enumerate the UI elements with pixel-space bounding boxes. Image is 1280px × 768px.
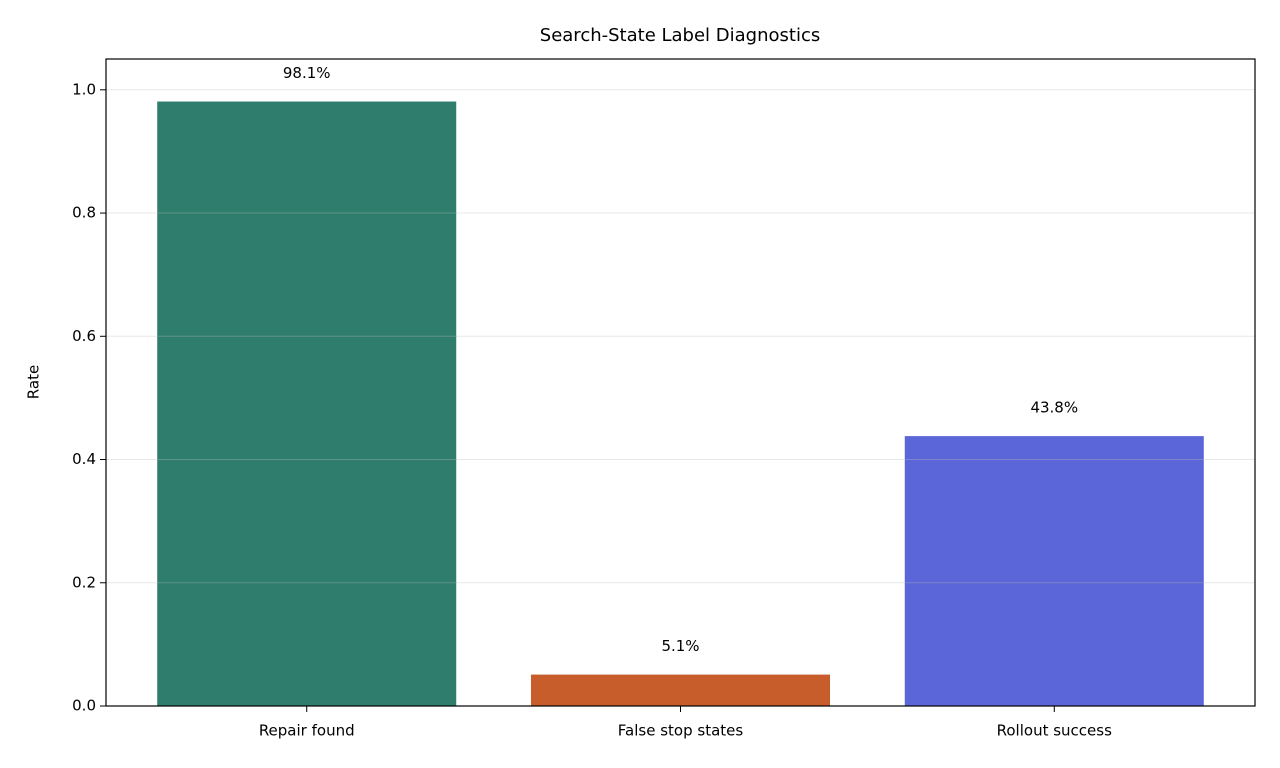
y-tick-label: 1.0 xyxy=(72,80,96,98)
bar xyxy=(904,436,1204,706)
y-tick-label: 0.0 xyxy=(72,697,96,715)
bar xyxy=(157,101,457,706)
value-label: 43.8% xyxy=(1030,399,1078,417)
bar xyxy=(530,674,831,706)
y-tick-label: 0.8 xyxy=(72,204,96,222)
x-tick-label: False stop states xyxy=(618,722,744,740)
x-tick-label: Rollout success xyxy=(997,722,1112,740)
value-label: 5.1% xyxy=(661,637,699,655)
y-tick-label: 0.4 xyxy=(72,450,96,468)
plot-frame xyxy=(105,58,1256,707)
x-tick-label: Repair found xyxy=(259,722,355,740)
y-axis-label: Rate xyxy=(25,365,43,399)
y-tick-label: 0.6 xyxy=(72,327,96,345)
value-label: 98.1% xyxy=(283,64,331,82)
chart-title: Search-State Label Diagnostics xyxy=(540,25,820,46)
y-tick-label: 0.2 xyxy=(72,573,96,591)
